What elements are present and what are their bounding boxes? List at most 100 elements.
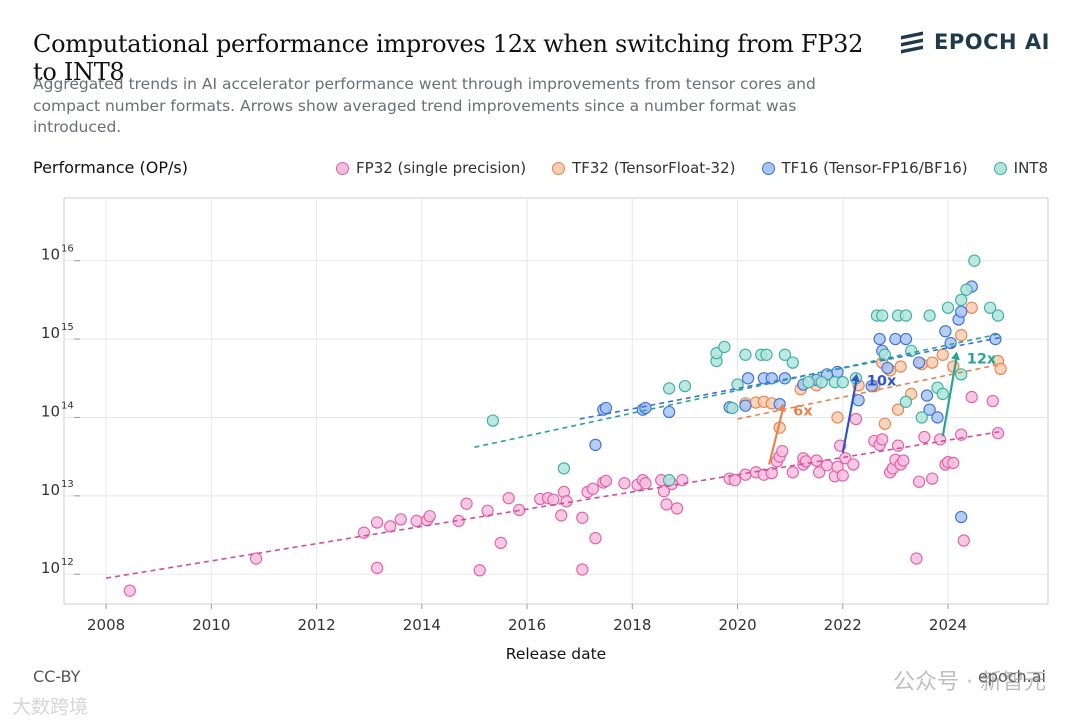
- data-point-series-0: [786, 466, 799, 479]
- data-point-series-0: [370, 561, 384, 575]
- data-point-series-2: [881, 361, 894, 375]
- data-point-series-0: [810, 454, 823, 467]
- data-point-series-1: [894, 360, 907, 373]
- data-point-series-3: [923, 309, 936, 322]
- x-tick-label: 2016: [508, 616, 546, 634]
- data-point-series-0: [249, 552, 263, 565]
- data-point-series-1: [955, 329, 968, 342]
- y-tick-exponent: 12: [61, 557, 74, 568]
- watermark-text: 公众号 · 新智元: [893, 670, 1046, 695]
- data-point-series-0: [481, 504, 494, 517]
- y-tick-exponent: 13: [61, 479, 74, 490]
- data-point-series-3: [899, 309, 913, 322]
- data-point-series-0: [891, 439, 905, 452]
- data-point-series-2: [589, 438, 602, 452]
- data-point-series-0: [555, 509, 568, 522]
- data-point-series-3: [955, 368, 968, 381]
- y-tick-exponent: 14: [61, 400, 74, 411]
- y-tick-exponent: 16: [61, 244, 74, 255]
- data-point-series-3: [557, 462, 571, 475]
- x-axis-label: Release date: [506, 645, 606, 663]
- data-point-series-3: [983, 301, 997, 314]
- data-point-series-3: [760, 348, 773, 361]
- x-tick-label: 2024: [929, 616, 967, 634]
- y-tick-label: 10: [41, 324, 60, 342]
- legend-item-tf16[interactable]: TF16 (Tensor-FP16/BF16): [761, 159, 968, 177]
- data-point-series-0: [839, 452, 852, 465]
- y-tick-label: 10: [41, 559, 60, 577]
- data-point-series-0: [370, 516, 384, 529]
- x-tick-label: 2018: [613, 616, 651, 634]
- data-point-series-0: [812, 466, 826, 479]
- data-point-series-2: [662, 405, 676, 419]
- data-point-series-3: [968, 254, 981, 267]
- data-point-series-0: [618, 477, 631, 490]
- data-point-series-0: [849, 412, 863, 426]
- data-point-series-3: [899, 395, 913, 408]
- data-point-series-3: [960, 283, 973, 296]
- data-point-series-0: [384, 520, 397, 533]
- data-point-series-3: [710, 347, 723, 360]
- data-point-series-0: [473, 564, 486, 577]
- data-point-series-1: [994, 362, 1007, 376]
- data-point-series-0: [912, 475, 926, 488]
- data-point-series-0: [576, 511, 589, 524]
- data-point-series-2: [778, 372, 792, 385]
- improvement-arrowhead: [850, 373, 860, 383]
- data-point-series-2: [920, 389, 934, 402]
- improvement-label: 10x: [867, 374, 897, 390]
- data-point-series-0: [897, 454, 910, 467]
- data-point-series-0: [589, 532, 602, 545]
- legend-item-int8[interactable]: INT8: [993, 159, 1048, 177]
- data-point-series-0: [410, 514, 423, 528]
- legend-label-fp32: FP32 (single precision): [356, 159, 527, 177]
- data-point-series-3: [955, 293, 968, 307]
- chart-subtitle: Aggregated trends in AI accelerator perf…: [33, 75, 816, 136]
- data-point-series-1: [831, 411, 844, 424]
- data-point-series-3: [815, 376, 828, 389]
- data-point-series-0: [799, 455, 813, 468]
- data-point-series-0: [547, 493, 560, 506]
- data-point-series-1: [965, 301, 978, 314]
- data-point-series-2: [739, 399, 752, 412]
- data-point-series-3: [991, 309, 1005, 322]
- data-point-series-0: [670, 502, 684, 515]
- data-point-series-0: [660, 498, 673, 511]
- y-tick-exponent: 15: [61, 322, 74, 333]
- x-tick-label: 2008: [87, 616, 125, 634]
- site-link[interactable]: epoch.ai: [977, 667, 1046, 686]
- data-point-series-1: [926, 356, 939, 369]
- logo-text: EPOCH AI: [934, 30, 1050, 54]
- legend-marker-int8: [993, 161, 1007, 175]
- data-point-series-0: [776, 445, 789, 458]
- data-point-series-0: [423, 510, 436, 523]
- data-point-series-0: [991, 426, 1005, 440]
- data-point-series-2: [955, 305, 968, 318]
- improvement-arrowhead: [776, 403, 786, 413]
- x-tick-label: 2022: [824, 616, 862, 634]
- data-point-series-0: [955, 428, 968, 441]
- legend-item-tf32[interactable]: TF32 (TensorFloat-32): [552, 159, 736, 177]
- data-point-series-2: [939, 325, 952, 338]
- improvement-arrowhead: [951, 351, 960, 361]
- data-point-series-2: [955, 510, 968, 524]
- y-axis-label: Performance (OP/s): [33, 158, 188, 177]
- data-point-series-1: [878, 417, 892, 430]
- data-point-series-3: [726, 401, 739, 415]
- data-point-series-0: [728, 474, 742, 487]
- y-tick-label: 10: [41, 481, 60, 499]
- data-point-series-0: [836, 469, 849, 482]
- data-point-series-0: [586, 482, 599, 495]
- data-point-series-0: [123, 584, 136, 597]
- data-point-series-3: [678, 379, 692, 393]
- data-point-series-2: [599, 401, 613, 415]
- improvement-label: 12x: [967, 352, 997, 368]
- epoch-logo[interactable]: EPOCH AI: [899, 30, 1050, 54]
- data-point-series-3: [802, 376, 815, 389]
- data-point-series-3: [662, 382, 676, 395]
- data-point-series-2: [873, 332, 886, 346]
- improvement-arrow: [768, 408, 785, 465]
- data-point-series-2: [912, 356, 926, 369]
- data-point-series-0: [847, 458, 860, 471]
- legend-item-fp32[interactable]: FP32 (single precision): [336, 159, 526, 177]
